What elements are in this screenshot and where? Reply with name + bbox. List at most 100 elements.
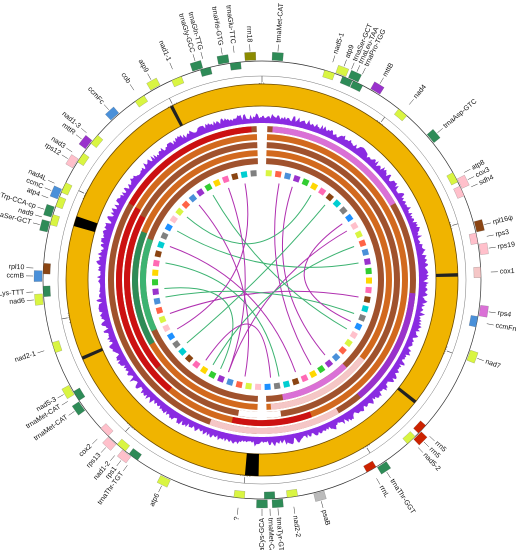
gene-leader — [116, 460, 122, 467]
repeat-link — [212, 246, 355, 366]
gene-leader — [66, 147, 73, 153]
inner-block — [166, 332, 176, 341]
gene-leader — [192, 54, 196, 62]
gene-leader — [484, 222, 492, 225]
gene-leader — [68, 411, 75, 416]
gene-box — [244, 51, 256, 61]
inner-block — [332, 199, 342, 208]
gene-box — [271, 498, 284, 508]
backbone-outline — [65, 83, 459, 477]
gene-leader — [486, 234, 494, 237]
gene-label: rps19 — [497, 241, 515, 250]
gene-label: rrn18 — [245, 26, 253, 43]
gene-label: rrnL — [378, 485, 390, 499]
gene-box — [216, 54, 230, 65]
inner-block — [204, 183, 213, 192]
gene-leader — [343, 59, 347, 67]
inner-block — [245, 382, 252, 390]
gene-box — [402, 431, 416, 444]
gene-label: trnaTyr-GTA — [275, 517, 285, 550]
gene-track-circle — [42, 60, 482, 500]
gene-label: cox1 — [500, 268, 515, 276]
gene-leader — [103, 104, 109, 110]
gene-leader — [61, 154, 68, 159]
gene-box — [233, 490, 246, 499]
gene-leader — [75, 134, 82, 140]
gene-box — [339, 76, 353, 88]
inner-block — [300, 374, 309, 383]
repeat-link — [228, 230, 348, 373]
gene-box — [468, 315, 479, 328]
gene-label: atp4 — [26, 187, 41, 198]
gene-box — [42, 285, 51, 297]
gene-label: trnaGlu-TTC — [224, 5, 236, 44]
gene-label: ccmFn — [495, 322, 517, 333]
backbone-marker — [81, 347, 104, 360]
inner-block — [240, 171, 248, 178]
repeat-link — [212, 194, 348, 330]
gene-box — [49, 214, 60, 227]
gene-box — [377, 461, 391, 475]
gene-leader — [464, 168, 471, 173]
repeat-link — [303, 223, 352, 322]
gene-box — [77, 152, 90, 166]
gene-box — [453, 185, 465, 199]
inner-block — [172, 340, 181, 349]
inner-block — [274, 170, 282, 178]
gene-label: nad2-1 — [14, 351, 37, 364]
inner-block — [331, 353, 341, 362]
scale-tick — [366, 447, 371, 454]
inner-block — [235, 380, 243, 389]
gene-label: nad9 — [17, 207, 34, 218]
gene-leader — [26, 299, 34, 301]
inner-block — [152, 269, 159, 276]
backbone-marker — [397, 387, 417, 404]
repeat-link — [205, 323, 272, 378]
ring-segment — [357, 292, 416, 398]
inner-block — [283, 172, 292, 180]
repeat-link — [198, 204, 250, 377]
gene-label: rpl10 — [9, 264, 25, 272]
gene-leader — [477, 358, 484, 361]
gene-box — [335, 65, 350, 77]
gene-leader — [35, 214, 42, 218]
gene-box — [478, 242, 489, 255]
inner-block — [273, 382, 281, 390]
gene-box — [313, 490, 327, 502]
gene-box — [200, 67, 213, 77]
gene-box — [468, 232, 479, 245]
inner-block — [292, 174, 301, 183]
inner-block — [221, 175, 230, 184]
inner-block — [349, 330, 358, 340]
inner-block — [354, 230, 363, 239]
gene-label: ccmFc — [86, 86, 105, 106]
gene-leader — [293, 506, 296, 514]
backbone-black-block — [244, 453, 259, 476]
inner-block — [175, 207, 184, 216]
gene-leader — [376, 478, 381, 485]
gene-leader — [417, 447, 424, 453]
gene-box — [55, 196, 67, 210]
inner-block — [254, 383, 262, 390]
gene-box — [100, 423, 114, 437]
inner-block — [155, 306, 164, 315]
gene-box — [71, 401, 86, 416]
gene-label: atp9 — [344, 44, 355, 59]
inner-block — [339, 206, 348, 215]
inner-block — [208, 370, 217, 379]
inner-block — [188, 194, 198, 203]
gene-leader — [362, 67, 366, 75]
gene-label: rps4 — [497, 310, 512, 319]
inner-block — [345, 213, 354, 223]
scale-tick — [125, 426, 130, 432]
inner-block — [192, 360, 201, 369]
inner-block — [153, 297, 161, 305]
gene-leader — [232, 45, 235, 53]
gene-leader — [332, 55, 336, 63]
repeat-link — [186, 194, 312, 245]
gene-label: ? — [234, 516, 241, 521]
inner-block — [358, 239, 367, 248]
gene-label: nad5-1 — [333, 32, 346, 55]
inner-block — [151, 279, 159, 286]
